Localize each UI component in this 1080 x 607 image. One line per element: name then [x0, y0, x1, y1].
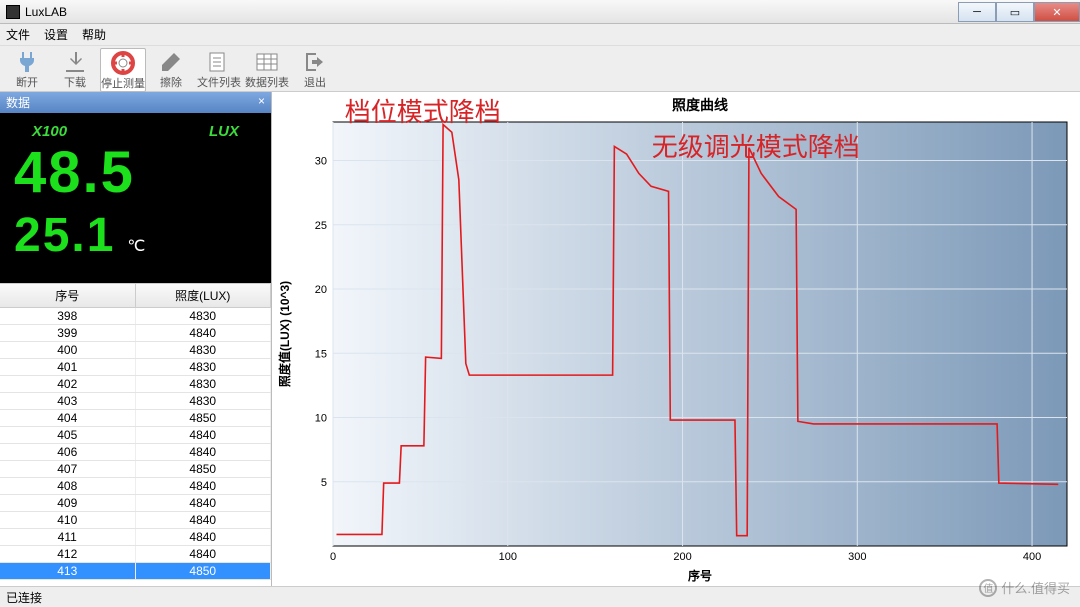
menu-file[interactable]: 文件	[6, 26, 30, 43]
svg-text:15: 15	[315, 348, 327, 360]
table-row[interactable]: 4094840	[0, 495, 271, 512]
table-row[interactable]: 4054840	[0, 427, 271, 444]
toolbar-disconnect-button[interactable]: 断开	[4, 48, 50, 90]
toolbar: 断开下载停止测量擦除文件列表数据列表退出	[0, 46, 1080, 92]
menu-help[interactable]: 帮助	[82, 26, 106, 43]
annotation: 无级调光模式降档	[652, 127, 860, 164]
app-icon	[6, 5, 20, 19]
annotation: 档位模式降档	[345, 92, 501, 129]
lcd-temp-unit: ℃	[127, 236, 145, 256]
download-icon	[63, 50, 87, 74]
data-pane-title: 数据 ×	[0, 92, 271, 113]
plug-icon	[15, 50, 39, 74]
lux-chart: 0 100 200 300 400 5 10 15 20 25 30 照度曲线序号 照度值(LUX) (…	[272, 92, 1080, 586]
svg-text:照度曲线: 照度曲线	[672, 97, 728, 113]
toolbar-exit-button[interactable]: 退出	[292, 48, 338, 90]
toolbar-filelist-button[interactable]: 文件列表	[196, 48, 242, 90]
svg-text:100: 100	[499, 551, 517, 563]
lcd-value: 48.5	[14, 144, 257, 202]
table-body[interactable]: 3964830397485039848303994840400483040148…	[0, 308, 271, 580]
toolbar-datalist-button[interactable]: 数据列表	[244, 48, 290, 90]
svg-text:10: 10	[315, 413, 327, 425]
lcd-display: X100 LUX 48.5 25.1 ℃	[0, 113, 271, 283]
window-buttons: ─ ▭ ✕	[958, 1, 1080, 22]
maximize-button[interactable]: ▭	[996, 2, 1034, 22]
svg-text:序号: 序号	[688, 568, 712, 583]
toolbar-download-button[interactable]: 下载	[52, 48, 98, 90]
table-row[interactable]: 4124840	[0, 546, 271, 563]
table-row[interactable]: 4004830	[0, 342, 271, 359]
table-row[interactable]: 3994840	[0, 325, 271, 342]
eraser-icon	[159, 50, 183, 74]
table-row[interactable]: 4104840	[0, 512, 271, 529]
main: 数据 × X100 LUX 48.5 25.1 ℃ 序号 照度(LUX) 396…	[0, 92, 1080, 586]
col-lux[interactable]: 照度(LUX)	[136, 284, 272, 307]
table-row[interactable]: 4134850	[0, 563, 271, 580]
table-row[interactable]: 4044850	[0, 410, 271, 427]
lcd-temp: 25.1	[14, 208, 115, 263]
chart-pane: 0 100 200 300 400 5 10 15 20 25 30 照度曲线序号 照度值(LUX) (…	[272, 92, 1080, 586]
data-table: 序号 照度(LUX) 39648303974850398483039948404…	[0, 283, 271, 586]
watermark: 值 什么.值得买	[979, 578, 1070, 597]
exit-icon	[303, 50, 327, 74]
menubar: 文件 设置 帮助	[0, 24, 1080, 46]
filelist-icon	[207, 50, 231, 74]
lifebuoy-icon	[111, 51, 135, 75]
svg-text:照度值(LUX) (10^3): 照度值(LUX) (10^3)	[277, 281, 292, 387]
table-row[interactable]: 4064840	[0, 444, 271, 461]
col-index[interactable]: 序号	[0, 284, 136, 307]
window-title: LuxLAB	[25, 5, 67, 19]
toolbar-stop-button[interactable]: 停止测量	[100, 48, 146, 92]
table-row[interactable]: 4024830	[0, 376, 271, 393]
svg-text:5: 5	[321, 477, 327, 489]
svg-text:200: 200	[673, 551, 691, 563]
svg-text:0: 0	[330, 551, 336, 563]
table-header: 序号 照度(LUX)	[0, 283, 271, 308]
table-row[interactable]: 4074850	[0, 461, 271, 478]
pane-close-icon[interactable]: ×	[258, 94, 265, 108]
lcd-unit: LUX	[209, 123, 239, 140]
lcd-mult: X100	[32, 123, 67, 140]
close-button[interactable]: ✕	[1034, 2, 1080, 22]
toolbar-clear-button[interactable]: 擦除	[148, 48, 194, 90]
table-row[interactable]: 4034830	[0, 393, 271, 410]
svg-text:300: 300	[848, 551, 866, 563]
datalist-icon	[255, 50, 279, 74]
minimize-button[interactable]: ─	[958, 2, 996, 22]
svg-text:20: 20	[315, 284, 327, 296]
svg-text:400: 400	[1023, 551, 1041, 563]
titlebar: LuxLAB ─ ▭ ✕	[0, 0, 1080, 24]
watermark-icon: 值	[979, 579, 997, 597]
data-pane: 数据 × X100 LUX 48.5 25.1 ℃ 序号 照度(LUX) 396…	[0, 92, 272, 586]
svg-text:30: 30	[315, 156, 327, 168]
table-row[interactable]: 4014830	[0, 359, 271, 376]
status-text: 已连接	[6, 591, 42, 605]
svg-text:25: 25	[315, 220, 327, 232]
menu-settings[interactable]: 设置	[44, 26, 68, 43]
table-row[interactable]: 4084840	[0, 478, 271, 495]
table-row[interactable]: 3984830	[0, 308, 271, 325]
table-row[interactable]: 4114840	[0, 529, 271, 546]
